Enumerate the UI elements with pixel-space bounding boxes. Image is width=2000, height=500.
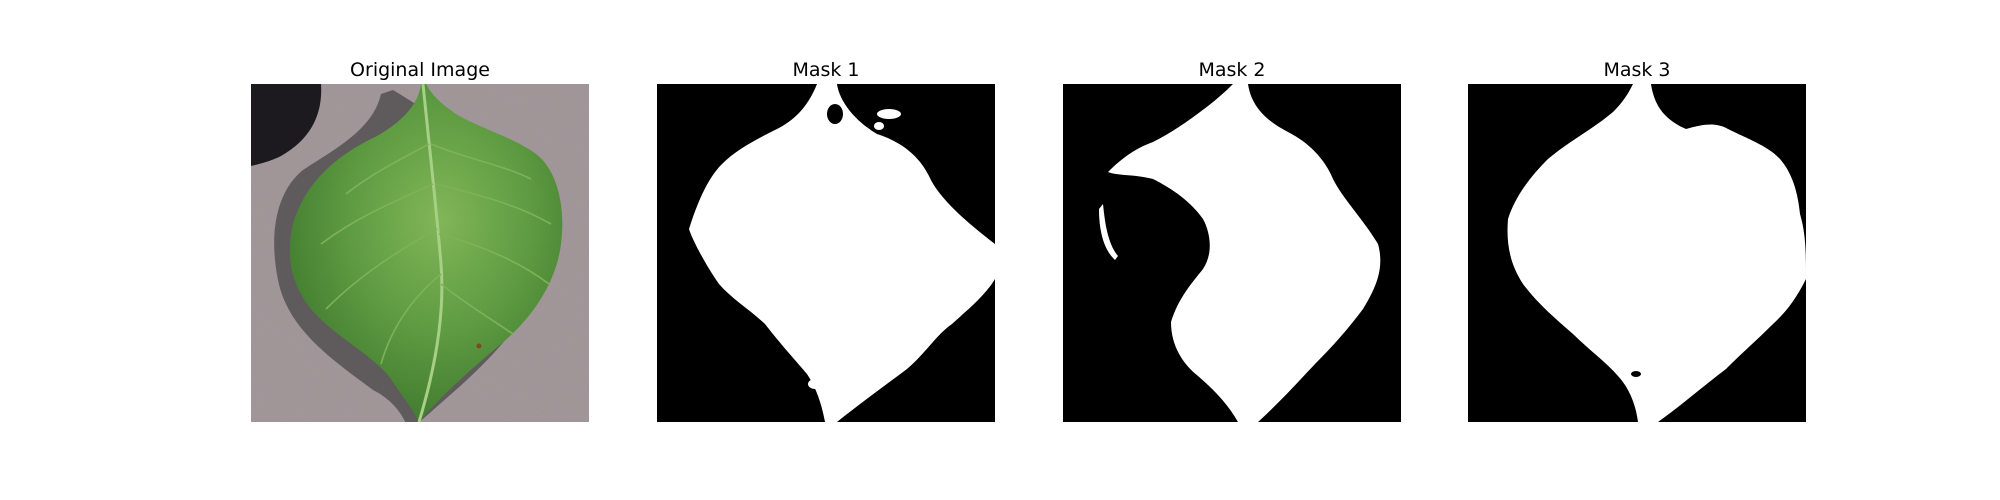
leaf-texture: [289, 84, 563, 422]
mask-foreground: [1108, 84, 1381, 422]
original-leaf-photo: [251, 84, 589, 422]
leaf-veins: [320, 143, 552, 365]
mask-blob: [877, 109, 901, 119]
panel-mask-2: Mask 2: [1063, 58, 1401, 428]
mask-1-image: [657, 84, 995, 422]
leaf-midrib: [417, 84, 444, 422]
mask-fragment: [1218, 377, 1224, 383]
mask-2-svg: [1063, 84, 1401, 422]
mask-1-svg: [657, 84, 995, 422]
mask-foreground: [1507, 84, 1806, 422]
leaf-photo-svg: [251, 84, 589, 422]
mask-fragment: [1123, 167, 1143, 173]
mask-fragment: [1099, 204, 1118, 260]
mask-blob: [874, 122, 884, 130]
mask-blob: [808, 379, 822, 389]
panel-title: Mask 2: [1198, 59, 1266, 81]
mask-2-image: [1063, 84, 1401, 422]
shadow-top-left: [251, 84, 322, 166]
panel-mask-1: Mask 1: [657, 58, 995, 428]
panel-mask-3: Mask 3: [1468, 58, 1806, 428]
mask-3-image: [1468, 84, 1806, 422]
mask-hole: [827, 104, 843, 124]
mask-hole: [1631, 371, 1641, 377]
panel-original-image: Original Image: [251, 58, 589, 428]
leaf-spot: [476, 343, 482, 349]
panel-title: Original Image: [350, 59, 490, 81]
panel-title: Mask 1: [792, 59, 860, 81]
mask-3-svg: [1468, 84, 1806, 422]
panel-title: Mask 3: [1603, 59, 1671, 81]
mask-foreground: [689, 84, 995, 422]
